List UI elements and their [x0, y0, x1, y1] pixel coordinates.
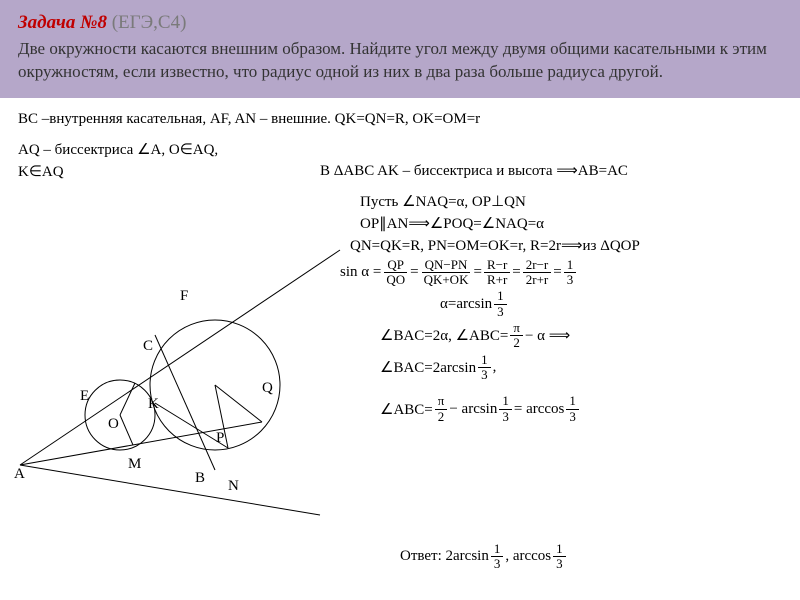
line-4a: Пусть ∠NAQ=α, OP⊥QN — [320, 192, 790, 211]
svg-text:B: B — [195, 470, 205, 486]
line-3: В ΔABC AK – биссектриса и высота ⟹AB=AC — [320, 161, 790, 180]
frac-l9: 13 — [478, 353, 491, 383]
svg-text:A: A — [14, 466, 25, 482]
title-suffix: (ЕГЭ,С4) — [107, 12, 186, 33]
frac-ans-2: 13 — [553, 542, 566, 572]
title-line: Задача №8 (ЕГЭ,С4) — [18, 12, 782, 34]
svg-text:Q: Q — [262, 380, 273, 396]
frac-l10-2: 13 — [499, 394, 512, 424]
problem-header: Задача №8 (ЕГЭ,С4) Две окружности касают… — [0, 0, 800, 98]
line-8: ∠BAC=2α, ∠ABC= π2 − α ⟹ — [320, 321, 790, 351]
frac-l8: π2 — [510, 321, 523, 351]
right-column: В ΔABC AK – биссектриса и высота ⟹AB=AC … — [320, 158, 790, 426]
svg-text:K: K — [148, 396, 159, 412]
frac-4: 2r−r2r+r — [523, 258, 552, 288]
frac-ans-1: 13 — [491, 542, 504, 572]
frac-l7: 13 — [494, 289, 507, 319]
frac-l10-1: π2 — [435, 394, 448, 424]
solution-content: BC –внутренняя касательная, AF, AN – вне… — [0, 98, 800, 118]
svg-text:N: N — [228, 478, 239, 494]
line-5: QN=QK=R, PN=OM=OK=r, R=2r⟹из ΔQOP — [320, 236, 790, 255]
svg-text:C: C — [143, 338, 153, 354]
line-6: sin α = QPQO = QN−PNQK+OK = R−rR+r = 2r−… — [320, 258, 790, 288]
frac-5: 13 — [564, 258, 577, 288]
line-2a: AQ – биссектриса ∠A, O∈AQ, — [18, 140, 378, 159]
line-7: α=arcsin 13 — [320, 289, 790, 319]
svg-text:P: P — [216, 430, 224, 446]
frac-2: QN−PNQK+OK — [421, 258, 472, 288]
problem-text: Две окружности касаются внешним образом.… — [18, 38, 782, 84]
frac-1: QPQO — [383, 258, 408, 288]
line-4b: OP∥AN⟹∠POQ=∠NAQ=α — [320, 214, 790, 233]
line-1: BC –внутренняя касательная, AF, AN – вне… — [18, 111, 778, 128]
answer-line: Ответ: 2arcsin 13 , arccos 13 — [400, 542, 568, 572]
title-label: Задача №8 — [18, 12, 107, 33]
svg-text:F: F — [180, 288, 188, 304]
frac-l10-3: 13 — [566, 394, 579, 424]
frac-3: R−rR+r — [484, 258, 510, 288]
geometry-diagram: A B C E F K M N O P Q — [0, 220, 360, 540]
svg-text:M: M — [128, 456, 141, 472]
svg-text:O: O — [108, 416, 119, 432]
svg-text:E: E — [80, 388, 89, 404]
line-9: ∠BAC=2arcsin 13 , — [320, 353, 790, 383]
line-10: ∠ABC= π2 − arcsin 13 = arccos 13 — [320, 394, 790, 424]
